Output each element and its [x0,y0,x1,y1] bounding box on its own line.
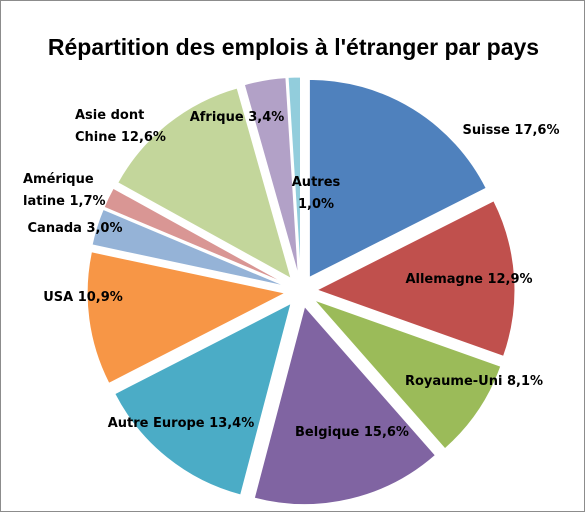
pie-slice [103,187,287,285]
slice-data-label: Autres 1,0% [292,175,341,212]
chart-title: Répartition des emplois à l'étranger par… [47,34,540,60]
slice-data-label: Allemagne 12,9% [405,272,532,287]
pie-slice [243,77,299,276]
slice-data-label: Afrique 3,4% [190,110,285,125]
pie-slice [91,208,286,287]
pie-slice [114,302,292,496]
slice-data-label: Canada 3,0% [28,221,123,236]
pie-slice [312,298,502,450]
pie-slice [253,305,437,505]
slice-data-label: Royaume-Uni 8,1% [405,374,543,389]
slice-data-label: Asie dont Chine 12,6% [75,108,166,145]
pie-slice [86,251,287,385]
slice-data-label: Amérique latine 1,7% [23,172,106,209]
slice-data-label: Belgique 15,6% [295,425,409,440]
slice-data-label: Autre Europe 13,4% [108,416,255,431]
slice-data-label: USA 10,9% [43,290,123,305]
pie-slice [315,200,516,357]
slice-data-label: Suisse 17,6% [463,123,560,138]
pie-slice [308,78,487,279]
pie-slice [287,76,301,276]
pie-slice [117,87,292,280]
